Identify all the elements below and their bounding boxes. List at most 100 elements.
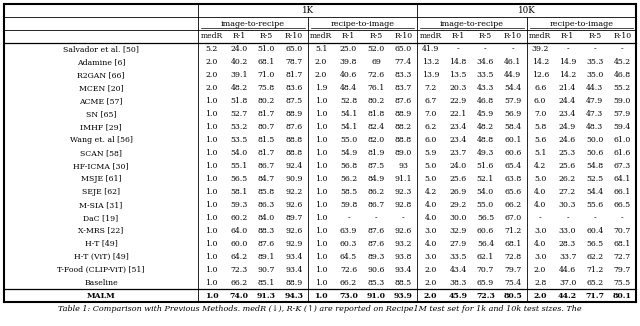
- Text: 80.1: 80.1: [613, 291, 632, 300]
- Text: 60.6: 60.6: [504, 149, 522, 157]
- Text: 40.2: 40.2: [230, 58, 248, 67]
- Text: 24.0: 24.0: [230, 45, 248, 53]
- Text: 2.0: 2.0: [534, 266, 547, 274]
- Text: 56.8: 56.8: [340, 162, 357, 170]
- Text: 70.7: 70.7: [614, 227, 631, 235]
- Text: 6.2: 6.2: [424, 123, 437, 131]
- Text: 60.2: 60.2: [230, 214, 248, 222]
- Text: 58.1: 58.1: [230, 188, 248, 196]
- Text: 71.2: 71.2: [504, 227, 522, 235]
- Text: 89.7: 89.7: [285, 214, 303, 222]
- Text: 48.3: 48.3: [586, 123, 604, 131]
- Text: 50.0: 50.0: [586, 136, 604, 144]
- Text: 64.2: 64.2: [230, 253, 248, 261]
- Text: R-1: R-1: [232, 33, 246, 40]
- Text: 23.4: 23.4: [449, 123, 467, 131]
- Text: 50.6: 50.6: [586, 149, 604, 157]
- Text: 81.9: 81.9: [367, 149, 385, 157]
- Text: R-1: R-1: [342, 33, 355, 40]
- Text: 10K: 10K: [518, 6, 536, 15]
- Text: 88.9: 88.9: [285, 279, 303, 287]
- Text: 1.0: 1.0: [315, 240, 328, 248]
- Text: 55.0: 55.0: [477, 201, 494, 209]
- Text: 2.8: 2.8: [534, 279, 547, 287]
- Text: 34.6: 34.6: [477, 58, 494, 67]
- Text: SN [65]: SN [65]: [86, 110, 116, 118]
- Text: 20.3: 20.3: [449, 84, 467, 92]
- Text: SEJE [62]: SEJE [62]: [82, 188, 120, 196]
- Text: 54.4: 54.4: [586, 188, 604, 196]
- Text: IMHF [29]: IMHF [29]: [80, 123, 122, 131]
- Text: 85.8: 85.8: [258, 188, 275, 196]
- Text: 55.0: 55.0: [340, 136, 357, 144]
- Text: 85.3: 85.3: [367, 279, 385, 287]
- Text: 69: 69: [371, 58, 381, 67]
- Text: 44.9: 44.9: [504, 71, 522, 79]
- Text: R-10: R-10: [504, 33, 522, 40]
- Text: 1.0: 1.0: [315, 201, 328, 209]
- Text: 82.4: 82.4: [367, 123, 385, 131]
- Text: R-5: R-5: [369, 33, 383, 40]
- Text: 92.3: 92.3: [395, 188, 412, 196]
- Text: 78.7: 78.7: [285, 58, 302, 67]
- Text: Salvador et al. [50]: Salvador et al. [50]: [63, 45, 139, 53]
- Text: 4.0: 4.0: [424, 214, 437, 222]
- Text: 52.8: 52.8: [340, 97, 357, 105]
- Text: 54.0: 54.0: [477, 188, 494, 196]
- Text: 40.6: 40.6: [340, 71, 357, 79]
- Text: -: -: [539, 214, 541, 222]
- Text: 48.4: 48.4: [340, 84, 357, 92]
- Text: Baseline: Baseline: [84, 279, 118, 287]
- Text: 76.1: 76.1: [367, 84, 385, 92]
- Text: 51.6: 51.6: [477, 162, 494, 170]
- Text: 67.0: 67.0: [504, 214, 522, 222]
- Text: M-SIA [31]: M-SIA [31]: [79, 201, 123, 209]
- Text: 24.6: 24.6: [559, 136, 576, 144]
- Text: H-T [49]: H-T [49]: [84, 240, 117, 248]
- Text: 77.4: 77.4: [395, 58, 412, 67]
- Text: 68.1: 68.1: [504, 240, 522, 248]
- Text: 88.9: 88.9: [395, 110, 412, 118]
- Text: 46.1: 46.1: [504, 58, 522, 67]
- Text: 14.9: 14.9: [559, 58, 576, 67]
- Text: 43.3: 43.3: [477, 84, 494, 92]
- Text: 1.9: 1.9: [315, 84, 328, 92]
- Text: 37.0: 37.0: [559, 279, 576, 287]
- Text: 4.0: 4.0: [424, 201, 437, 209]
- Text: 44.3: 44.3: [586, 84, 604, 92]
- Text: 64.0: 64.0: [230, 227, 248, 235]
- Text: 29.2: 29.2: [449, 201, 467, 209]
- Text: -: -: [566, 45, 569, 53]
- Text: 56.9: 56.9: [504, 110, 522, 118]
- Text: 22.1: 22.1: [449, 110, 467, 118]
- Text: R-1: R-1: [451, 33, 465, 40]
- Text: 2.0: 2.0: [205, 84, 218, 92]
- Text: 39.1: 39.1: [230, 71, 248, 79]
- Text: 5.1: 5.1: [315, 45, 328, 53]
- Text: 52.7: 52.7: [230, 110, 248, 118]
- Text: 59.4: 59.4: [614, 123, 631, 131]
- Text: 87.5: 87.5: [367, 162, 385, 170]
- Text: 1.0: 1.0: [205, 136, 218, 144]
- Text: 55.2: 55.2: [614, 84, 631, 92]
- Text: 93.2: 93.2: [395, 240, 412, 248]
- Text: 35.3: 35.3: [586, 58, 604, 67]
- Text: 24.0: 24.0: [449, 162, 467, 170]
- Text: 5.6: 5.6: [534, 136, 547, 144]
- Text: 52.1: 52.1: [477, 175, 494, 183]
- Text: 93.9: 93.9: [394, 291, 413, 300]
- Text: 1.0: 1.0: [205, 110, 218, 118]
- Text: 3.0: 3.0: [534, 253, 547, 261]
- Text: 93.8: 93.8: [395, 253, 412, 261]
- Text: 60.4: 60.4: [586, 227, 604, 235]
- Text: 93.4: 93.4: [395, 266, 412, 274]
- Text: 1.0: 1.0: [314, 291, 328, 300]
- Text: R-10: R-10: [285, 33, 303, 40]
- Text: 35.0: 35.0: [586, 71, 604, 79]
- Text: 66.2: 66.2: [340, 279, 357, 287]
- Text: 5.0: 5.0: [424, 162, 437, 170]
- Text: 55.6: 55.6: [586, 201, 604, 209]
- Text: 6.0: 6.0: [424, 136, 437, 144]
- Text: 89.3: 89.3: [367, 253, 385, 261]
- Text: Wang et. al [56]: Wang et. al [56]: [70, 136, 132, 144]
